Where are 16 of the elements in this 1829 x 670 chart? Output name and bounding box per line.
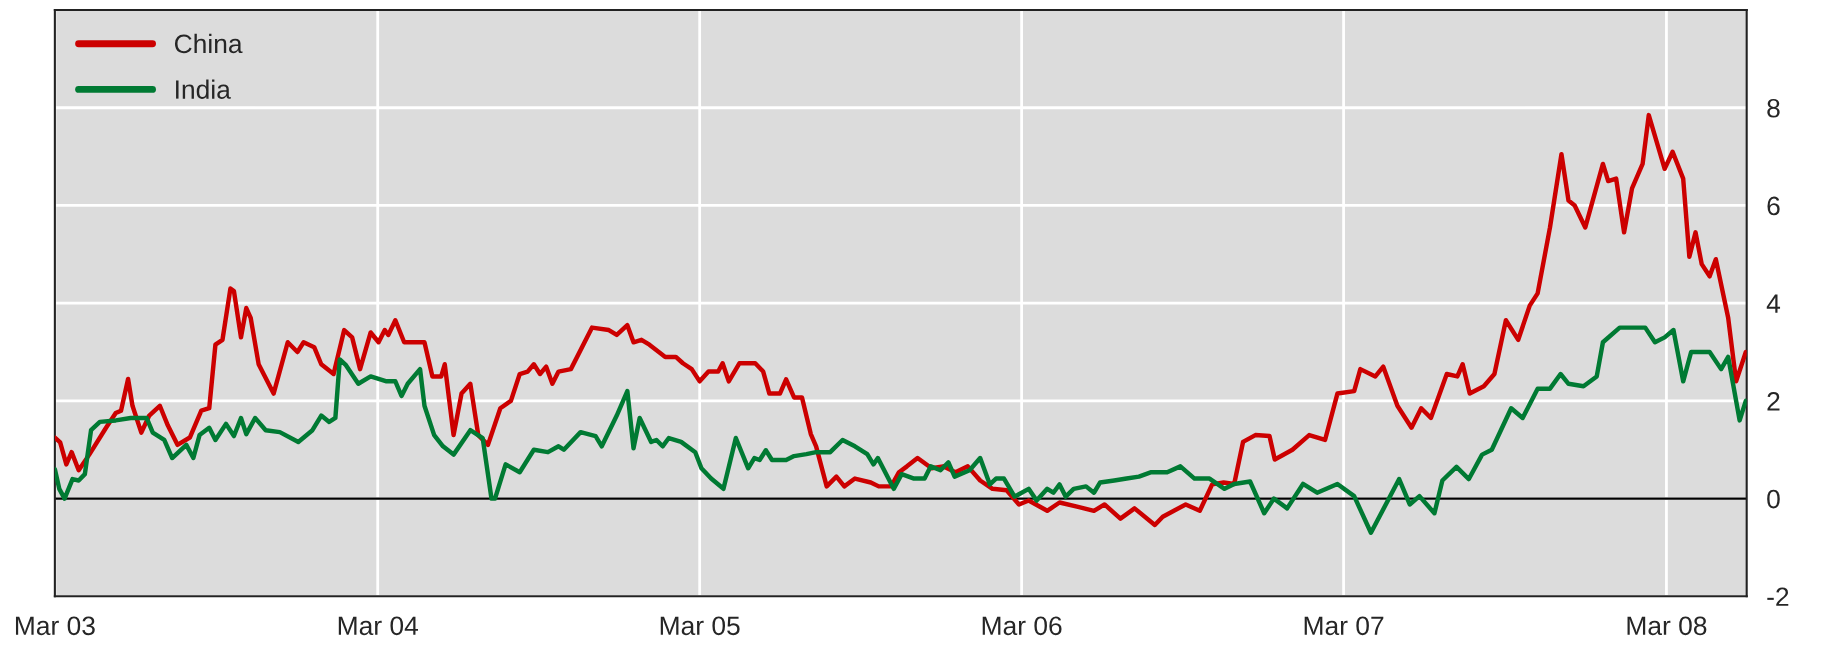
y-tick-label: 6 [1767,196,1780,216]
legend-label: China [174,33,243,54]
y-tick-label: 4 [1766,294,1781,313]
x-tick-label: Mar 06 [982,616,1062,636]
x-tick-label: Mar 03 [15,616,95,636]
legend-label: India [176,79,231,99]
x-tick-label: Mar 04 [338,616,419,636]
y-tick-label: 2 [1767,392,1780,411]
line-series [54,325,1747,536]
y-tick-label: -2 [1767,587,1789,606]
x-tick-label: Mar 07 [1304,616,1384,636]
x-tick-label: Mar 08 [1627,616,1707,636]
y-tick-label: 0 [1767,489,1780,509]
y-tick-label: 8 [1767,98,1780,118]
line-series [54,112,1747,528]
x-tick-label: Mar 05 [660,616,740,636]
